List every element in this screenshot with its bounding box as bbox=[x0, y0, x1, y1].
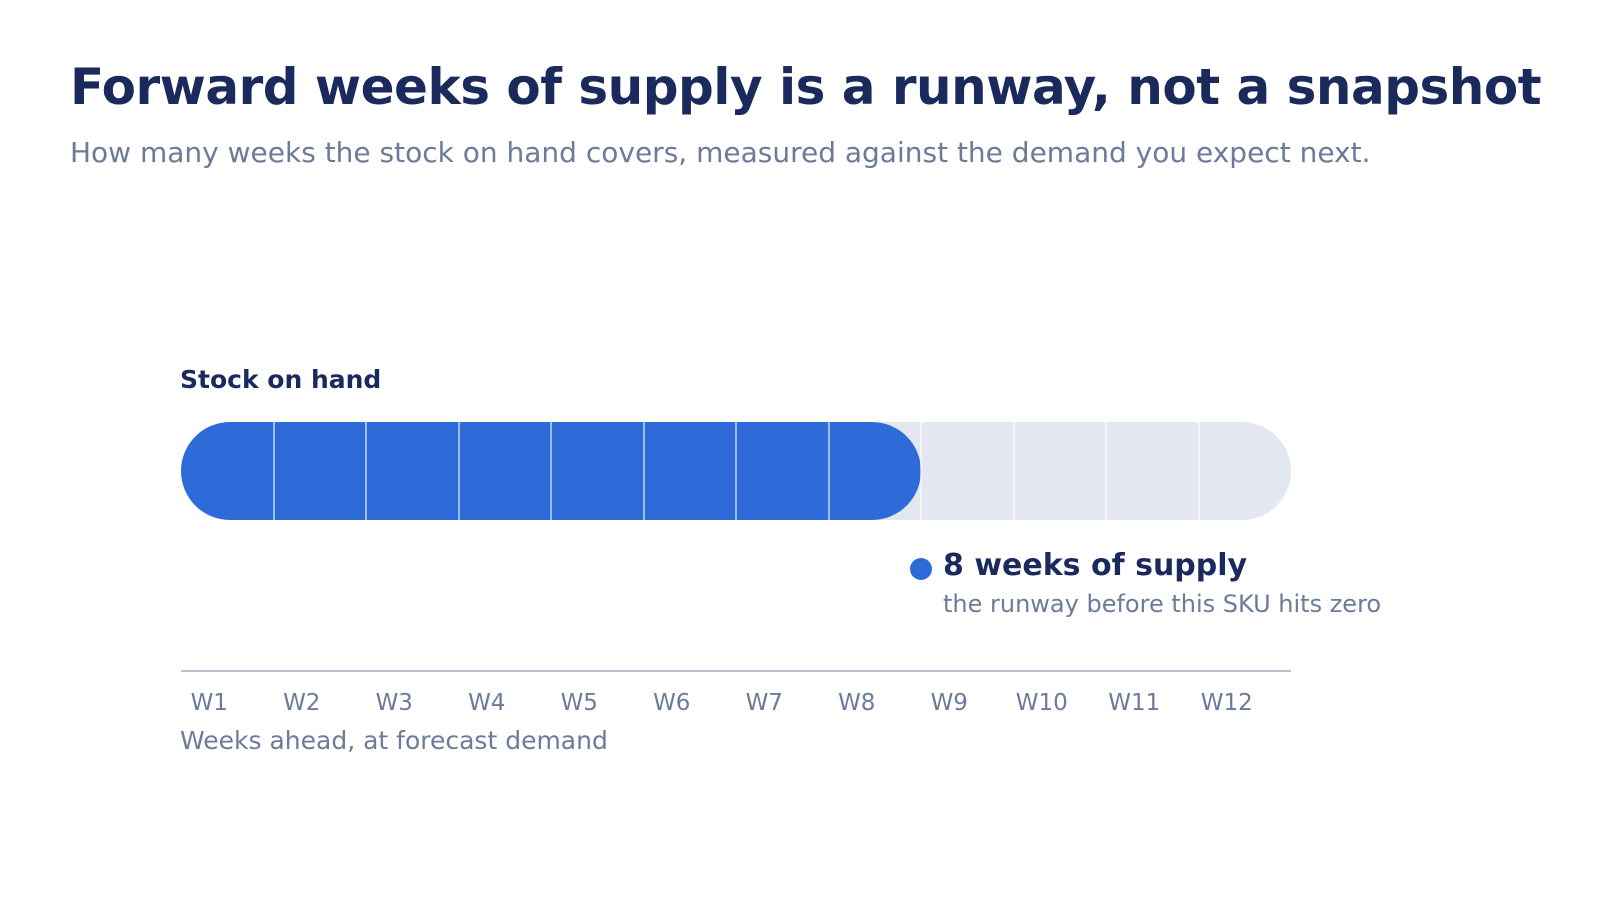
page-subtitle: How many weeks the stock on hand covers,… bbox=[70, 136, 1371, 169]
week-divider bbox=[827, 422, 830, 520]
week-divider bbox=[457, 422, 460, 520]
week-divider bbox=[272, 422, 275, 520]
week-divider bbox=[1105, 422, 1107, 520]
week-divider bbox=[735, 422, 737, 520]
week-divider bbox=[550, 422, 552, 520]
bar-label: Stock on hand bbox=[180, 365, 382, 394]
x-tick-label: W9 bbox=[930, 690, 968, 716]
week-divider bbox=[1197, 422, 1200, 520]
x-tick-label: W4 bbox=[468, 690, 506, 716]
coverage-value: 8 weeks of supply bbox=[943, 548, 1248, 583]
x-axis-line bbox=[181, 670, 1291, 672]
coverage-note: the runway before this SKU hits zero bbox=[943, 590, 1382, 618]
week-divider bbox=[1012, 422, 1015, 520]
x-tick-label: W1 bbox=[190, 690, 228, 716]
page-title: Forward weeks of supply is a runway, not… bbox=[70, 58, 1542, 116]
week-divider bbox=[642, 422, 645, 520]
x-tick-label: W8 bbox=[838, 690, 876, 716]
x-tick-label: W12 bbox=[1200, 690, 1253, 716]
supply-runway-bar bbox=[181, 422, 1291, 520]
coverage-marker-dot bbox=[910, 558, 932, 580]
x-tick-label: W5 bbox=[560, 690, 598, 716]
week-divider bbox=[365, 422, 367, 520]
x-tick-label: W6 bbox=[653, 690, 691, 716]
week-divider bbox=[920, 422, 922, 520]
x-axis-title: Weeks ahead, at forecast demand bbox=[180, 726, 608, 755]
x-tick-label: W3 bbox=[375, 690, 413, 716]
x-tick-label: W11 bbox=[1108, 690, 1161, 716]
x-tick-label: W10 bbox=[1015, 690, 1068, 716]
x-tick-label: W7 bbox=[745, 690, 783, 716]
x-tick-label: W2 bbox=[283, 690, 321, 716]
